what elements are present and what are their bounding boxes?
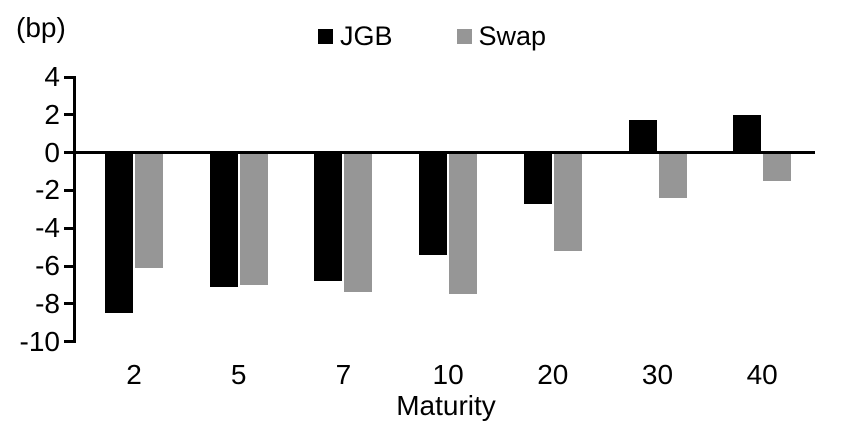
bar-jgb-2 bbox=[105, 152, 133, 314]
y-tick-label: -6 bbox=[35, 250, 60, 281]
bar-swap-5 bbox=[239, 152, 268, 285]
y-tick-label: 4 bbox=[44, 61, 60, 92]
bar-jgb-40 bbox=[733, 114, 762, 153]
legend-item-swap: Swap bbox=[456, 20, 547, 52]
y-tick-mark bbox=[64, 151, 74, 155]
bar-swap-2 bbox=[135, 152, 163, 268]
y-tick-label: -2 bbox=[35, 174, 60, 206]
bar-jgb-5 bbox=[209, 152, 238, 287]
y-tick-mark bbox=[64, 113, 74, 117]
y-tick-label: -8 bbox=[35, 287, 60, 319]
legend: JGB Swap bbox=[318, 20, 546, 52]
legend-item-jgb: JGB bbox=[318, 20, 393, 52]
y-tick-mark bbox=[64, 302, 74, 306]
y-tick-label: -10 bbox=[19, 325, 60, 357]
y-tick-mark bbox=[64, 340, 74, 344]
x-tick-label: 5 bbox=[230, 359, 247, 390]
y-tick-mark bbox=[64, 264, 74, 268]
x-tick-label: 2 bbox=[126, 359, 142, 390]
bar-swap-7 bbox=[344, 152, 373, 293]
legend-swatch-swap bbox=[456, 28, 472, 44]
bar-swap-10 bbox=[449, 152, 478, 295]
zero-line bbox=[73, 151, 815, 155]
x-tick-label: 7 bbox=[335, 359, 352, 390]
legend-label-jgb: JGB bbox=[340, 21, 393, 51]
y-tick-label: 0 bbox=[44, 136, 60, 168]
bar-jgb-7 bbox=[314, 152, 343, 282]
y-tick-mark bbox=[64, 75, 74, 79]
x-axis-title: Maturity bbox=[396, 390, 496, 421]
y-tick-mark bbox=[64, 226, 74, 230]
y-tick-mark bbox=[64, 188, 74, 192]
bar-jgb-30 bbox=[628, 120, 657, 153]
bar-jgb-10 bbox=[419, 152, 448, 255]
bar-jgb-20 bbox=[523, 152, 552, 204]
legend-label-swap: Swap bbox=[478, 21, 547, 51]
bar-swap-30 bbox=[658, 152, 687, 198]
bar-swap-40 bbox=[763, 152, 792, 181]
x-tick-label: 40 bbox=[746, 359, 778, 390]
x-tick-label: 30 bbox=[641, 359, 674, 390]
y-axis-unit-label: (bp) bbox=[16, 12, 66, 43]
y-tick-label: 2 bbox=[44, 98, 60, 130]
y-axis-line bbox=[73, 75, 76, 344]
x-tick-label: 20 bbox=[537, 359, 569, 390]
x-tick-label: 10 bbox=[432, 359, 464, 390]
y-tick-label: -4 bbox=[35, 212, 60, 244]
legend-swatch-jgb bbox=[318, 28, 333, 44]
bar-swap-20 bbox=[553, 152, 582, 251]
